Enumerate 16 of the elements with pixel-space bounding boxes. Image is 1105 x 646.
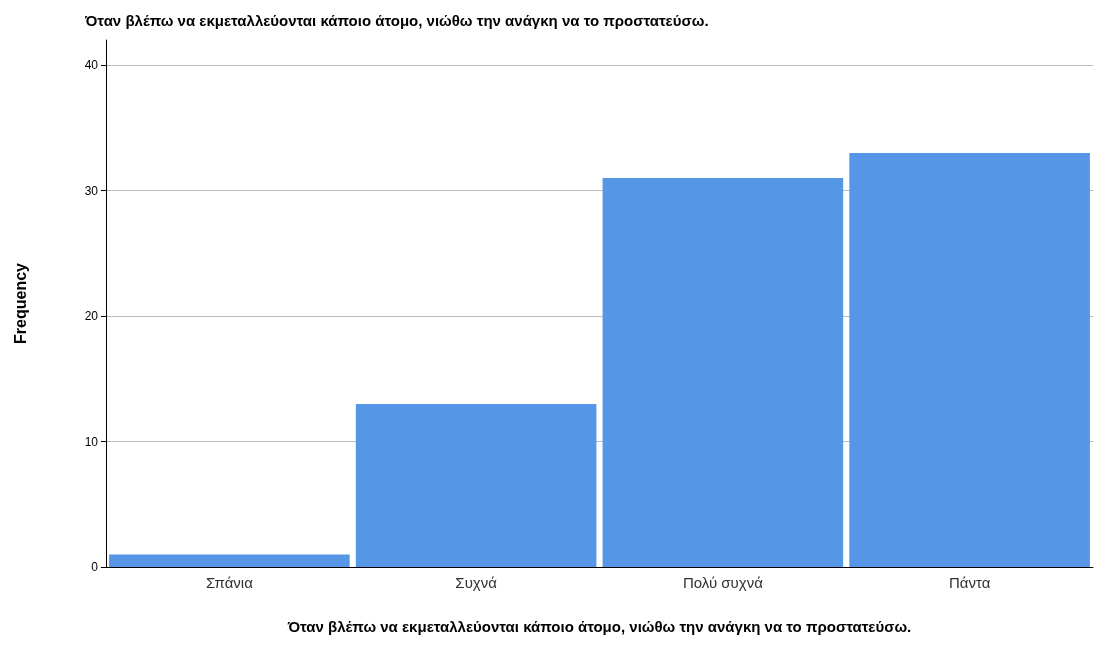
bar <box>602 178 844 567</box>
y-tick-label: 40 <box>84 58 99 73</box>
bar <box>109 554 350 567</box>
x-axis-title: Όταν βλέπω να εκμεταλλεύονται κάποιο άτομο, νιώθω την ανάγκη να το προστατεύσω. <box>286 618 912 635</box>
x-tick-label: Πολύ συχνά <box>682 574 764 591</box>
y-tick-label: 30 <box>84 183 99 198</box>
bar <box>849 152 1090 567</box>
x-tick-label: Πάντα <box>948 574 991 591</box>
bar <box>355 403 597 567</box>
x-tick-label: Συχνά <box>455 574 498 591</box>
y-tick-label: 20 <box>84 309 99 324</box>
y-tick-label: 0 <box>91 560 99 574</box>
y-tick-label: 10 <box>84 434 99 449</box>
chart-title: Όταν βλέπω να εκμεταλλεύονται κάποιο άτομο, νιώθω την ανάγκη να το προστατεύσω. <box>84 12 709 29</box>
x-tick-label: Σπάνια <box>205 574 254 591</box>
y-axis-title: Frequency <box>11 262 29 344</box>
